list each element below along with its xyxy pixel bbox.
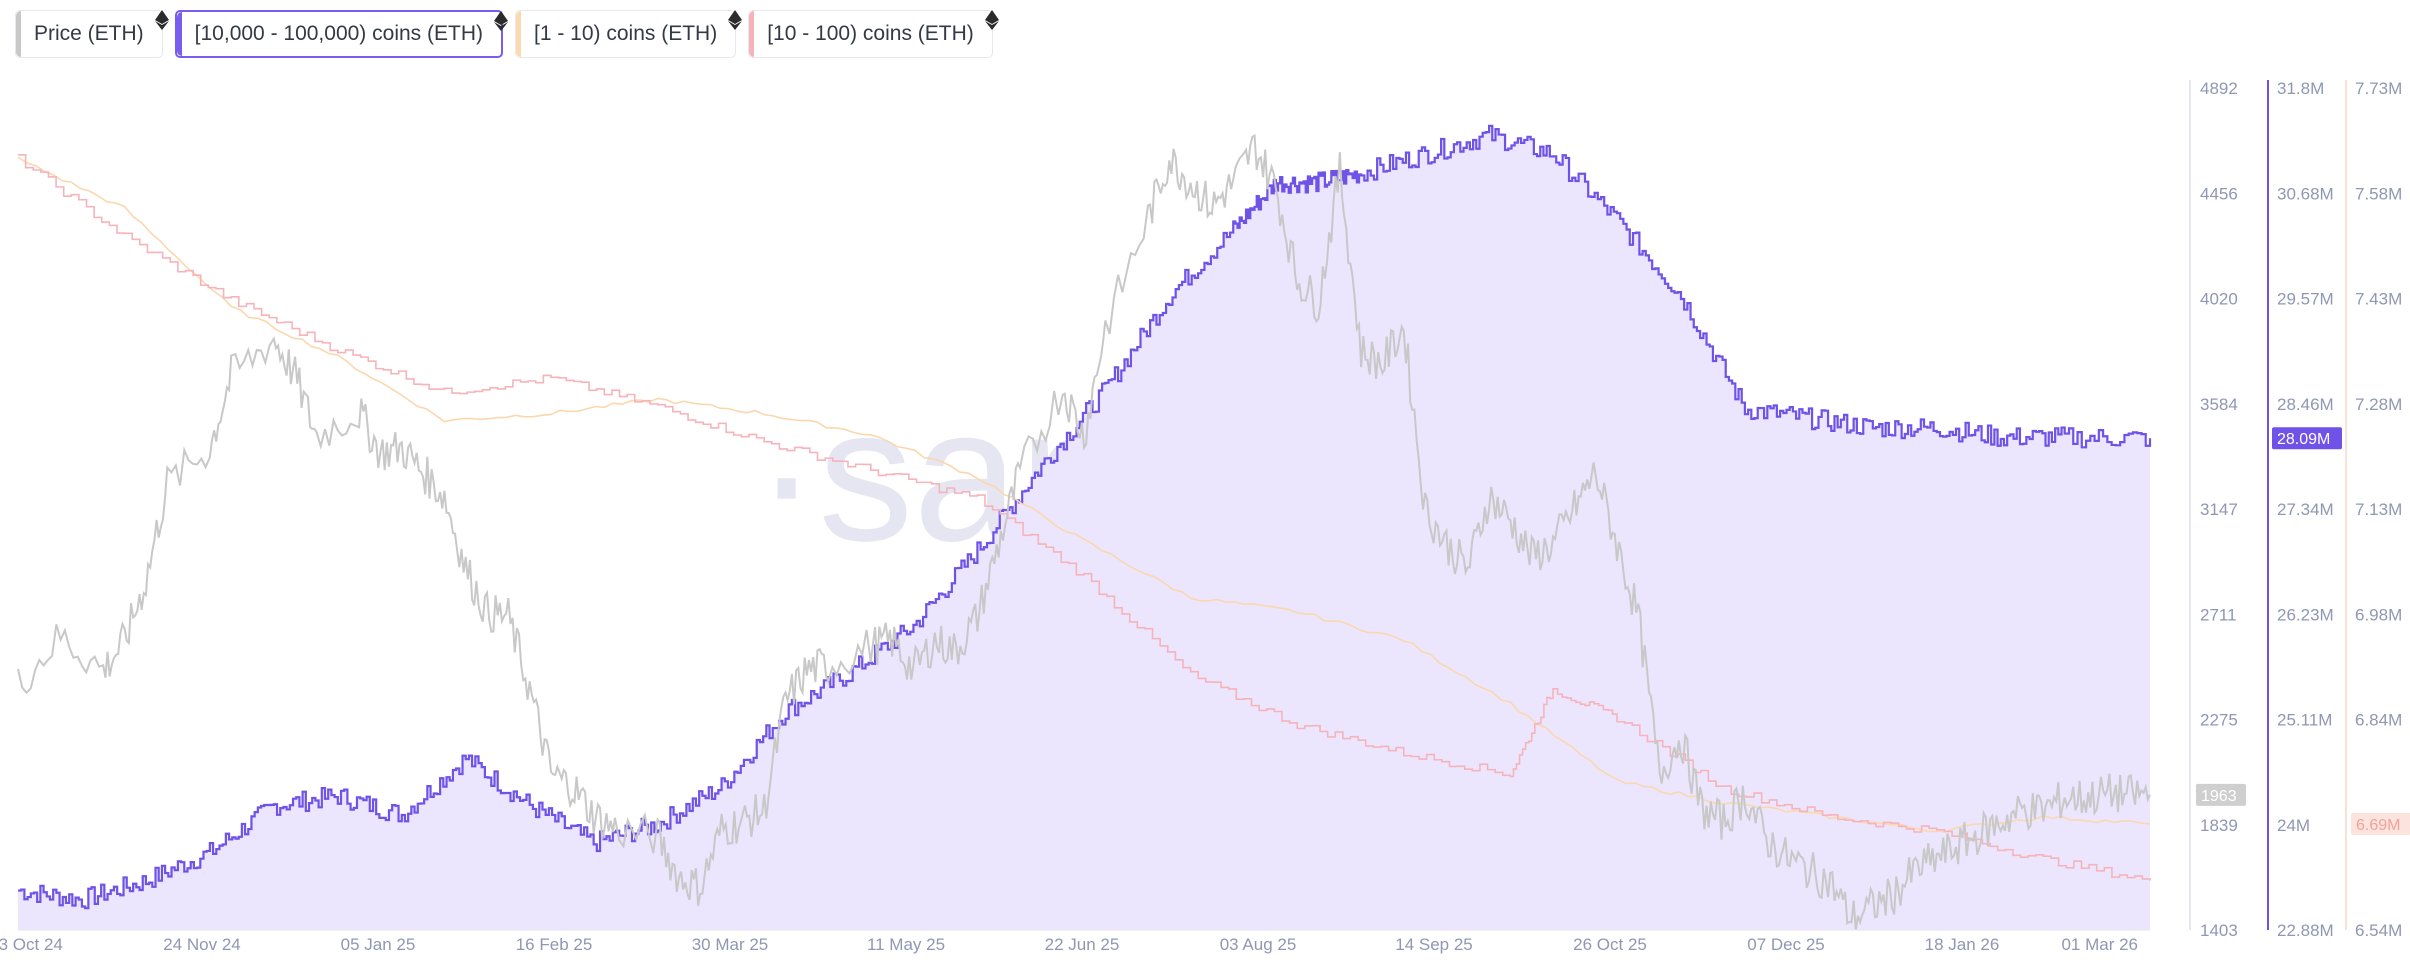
ethereum-icon <box>728 10 743 30</box>
x-tick-label: 18 Jan 26 <box>1925 935 2000 954</box>
price-tick-label: 2711 <box>2200 605 2237 624</box>
x-tick-label: 30 Mar 25 <box>692 935 769 954</box>
legend-price[interactable]: Price (ETH) <box>15 10 169 58</box>
legend-small-swatch <box>515 11 521 57</box>
whale-line <box>18 124 2152 910</box>
small-tick-label: 6.98M <box>2355 605 2402 624</box>
small-tick-label: 6.54M <box>2355 921 2402 940</box>
whale-tick-label: 22.88M <box>2277 921 2334 940</box>
whale-tick-label: 25.11M <box>2277 711 2332 730</box>
price-tick-label: 4892 <box>2200 79 2238 98</box>
price-current-badge: 1963 <box>2201 788 2237 805</box>
whale-tick-label: 30.68M <box>2277 184 2334 203</box>
small-tick-label: 7.73M <box>2355 79 2402 98</box>
x-tick-label: 24 Nov 24 <box>163 935 241 954</box>
x-tick-label: 05 Jan 25 <box>341 935 416 954</box>
x-tick-label: 07 Dec 25 <box>1747 935 1825 954</box>
legend-price-swatch <box>16 11 21 57</box>
x-tick-label: 13 Oct 24 <box>0 935 63 954</box>
legend-whale-swatch <box>176 12 182 56</box>
small-tick-label: 7.28M <box>2355 395 2402 414</box>
legend-mid-holders[interactable]: [10 - 100) coins (ETH) <box>748 10 999 58</box>
price-tick-label: 1403 <box>2200 921 2238 940</box>
x-tick-label: 16 Feb 25 <box>516 935 593 954</box>
x-tick-label: 22 Jun 25 <box>1045 935 1120 954</box>
small-tick-label: 6.84M <box>2355 711 2402 730</box>
whale-tick-label: 26.23M <box>2277 605 2334 624</box>
whale-tick-label: 31.8M <box>2277 79 2324 98</box>
small-tick-label: 7.43M <box>2355 290 2402 309</box>
legend-mid-swatch <box>749 11 755 57</box>
price-current-badge-bg <box>2196 783 2246 806</box>
whale-tick-label: 27.34M <box>2277 500 2334 519</box>
legend-whale[interactable]: [10,000 - 100,000) coins (ETH) <box>174 10 508 58</box>
price-tick-label: 3584 <box>2200 395 2238 414</box>
whale-tick-label: 24M <box>2277 816 2310 835</box>
legend-small-holders[interactable]: [1 - 10) coins (ETH) <box>514 10 743 58</box>
mid-holders-line <box>18 154 2151 881</box>
whale-current-badge: 28.09M <box>2277 431 2330 448</box>
x-tick-label: 14 Sep 25 <box>1395 935 1473 954</box>
small-current-badge-bg <box>2351 812 2410 835</box>
price-tick-label: 4456 <box>2200 184 2238 203</box>
price-tick-label: 4020 <box>2200 290 2238 309</box>
x-tick-label: 03 Aug 25 <box>1220 935 1297 954</box>
legend-whale-label: [10,000 - 100,000) coins (ETH) <box>194 22 483 45</box>
ethereum-icon <box>154 10 169 30</box>
price-line <box>17 133 2151 931</box>
legend: Price (ETH) [10,000 - 100,000) coins (ET… <box>15 10 999 58</box>
legend-small-label: [1 - 10) coins (ETH) <box>533 22 718 45</box>
small-tick-label: 7.58M <box>2355 184 2402 203</box>
small-current-badge: 6.69M <box>2356 817 2400 834</box>
whale-tick-label: 29.57M <box>2277 290 2334 309</box>
small-tick-label: 7.13M <box>2355 500 2402 519</box>
price-tick-label: 2275 <box>2200 711 2238 730</box>
small-holders-line <box>17 156 2151 833</box>
whale-area <box>18 125 2150 930</box>
x-tick-label: 01 Mar 26 <box>2061 935 2138 954</box>
whale-tick-label: 28.46M <box>2277 395 2334 414</box>
x-tick-label: 11 May 25 <box>867 935 945 954</box>
whale-current-badge-bg <box>2272 427 2342 450</box>
price-tick-label: 3147 <box>2200 500 2238 519</box>
price-tick-label: 1839 <box>2200 816 2238 835</box>
x-tick-label: 26 Oct 25 <box>1573 935 1647 954</box>
legend-mid-label: [10 - 100) coins (ETH) <box>767 22 974 45</box>
ethereum-icon <box>984 10 999 30</box>
legend-price-label: Price (ETH) <box>34 22 144 45</box>
ethereum-icon <box>493 11 508 31</box>
